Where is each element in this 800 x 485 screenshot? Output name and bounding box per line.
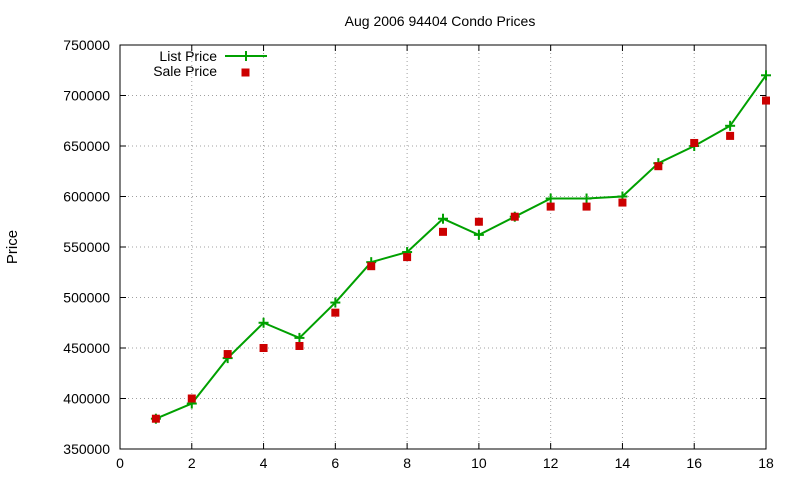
x-tick-label: 18 — [758, 455, 774, 471]
sale-price-point — [331, 308, 340, 317]
y-tick-label: 500000 — [63, 290, 110, 306]
list-price-point — [725, 120, 736, 131]
list-price-point — [545, 193, 556, 204]
x-tick-label: 14 — [615, 455, 631, 471]
sale-price-point — [259, 344, 268, 352]
legend-plus-marker — [241, 51, 251, 61]
sale-price-point — [690, 138, 699, 147]
sale-price-point — [439, 227, 447, 236]
x-tick-label: 0 — [116, 455, 124, 471]
list-price-point — [581, 193, 592, 204]
list-price-point — [473, 229, 484, 240]
legend-marker-sale-price — [241, 68, 250, 77]
list-price-point — [438, 213, 448, 224]
y-axis-tick-labels: 350000 400000 450000 500000 550000 600000 6500… — [63, 37, 110, 457]
sale-price-point — [762, 96, 770, 105]
y-tick-label: 650000 — [63, 138, 110, 154]
sale-price-point — [474, 217, 483, 226]
legend: List Price Sale Price — [153, 48, 267, 79]
x-tick-label: 4 — [260, 455, 268, 471]
sale-price-point — [223, 350, 232, 359]
sale-price-point — [367, 262, 376, 271]
axis-ticks — [119, 44, 767, 450]
list-price-point — [761, 70, 771, 81]
sale-price-point — [726, 131, 735, 140]
sale-price-point — [151, 414, 160, 423]
x-tick-label: 16 — [686, 455, 702, 471]
y-axis-label: Price — [4, 230, 21, 264]
x-axis-tick-labels: 0 2 4 6 8 10 12 14 16 18 — [116, 455, 774, 471]
y-tick-label: 450000 — [63, 340, 110, 356]
sale-price-point — [546, 202, 555, 211]
legend-marker-list-price — [241, 51, 251, 61]
list-price-point — [258, 317, 269, 328]
list-price-point — [294, 332, 305, 343]
x-tick-label: 2 — [188, 455, 196, 471]
series — [150, 70, 771, 424]
sale-price-point — [618, 198, 627, 207]
sale-price-point — [510, 212, 519, 221]
list-price-line — [155, 74, 767, 420]
x-tick-label: 12 — [543, 455, 559, 471]
x-tick-label: 10 — [471, 455, 487, 471]
sale-price-point — [295, 341, 304, 350]
sale-price-point — [187, 394, 196, 403]
sale-price-point — [403, 253, 412, 262]
y-tick-label: 550000 — [63, 239, 110, 255]
sale-price-point — [582, 202, 591, 211]
x-tick-label: 6 — [331, 455, 339, 471]
legend-label-sale-price: Sale Price — [153, 63, 217, 79]
y-tick-label: 600000 — [63, 189, 110, 205]
grid — [120, 45, 766, 449]
list-price-point — [330, 297, 341, 308]
y-tick-label: 400000 — [63, 391, 110, 407]
legend-label-list-price: List Price — [159, 48, 217, 64]
sale-price-point — [654, 162, 663, 171]
chart-title: Aug 2006 94404 Condo Prices — [345, 13, 536, 29]
y-tick-label: 350000 — [63, 441, 110, 457]
y-tick-label: 750000 — [63, 37, 110, 53]
x-tick-label: 8 — [403, 455, 411, 471]
y-tick-label: 700000 — [63, 88, 110, 104]
